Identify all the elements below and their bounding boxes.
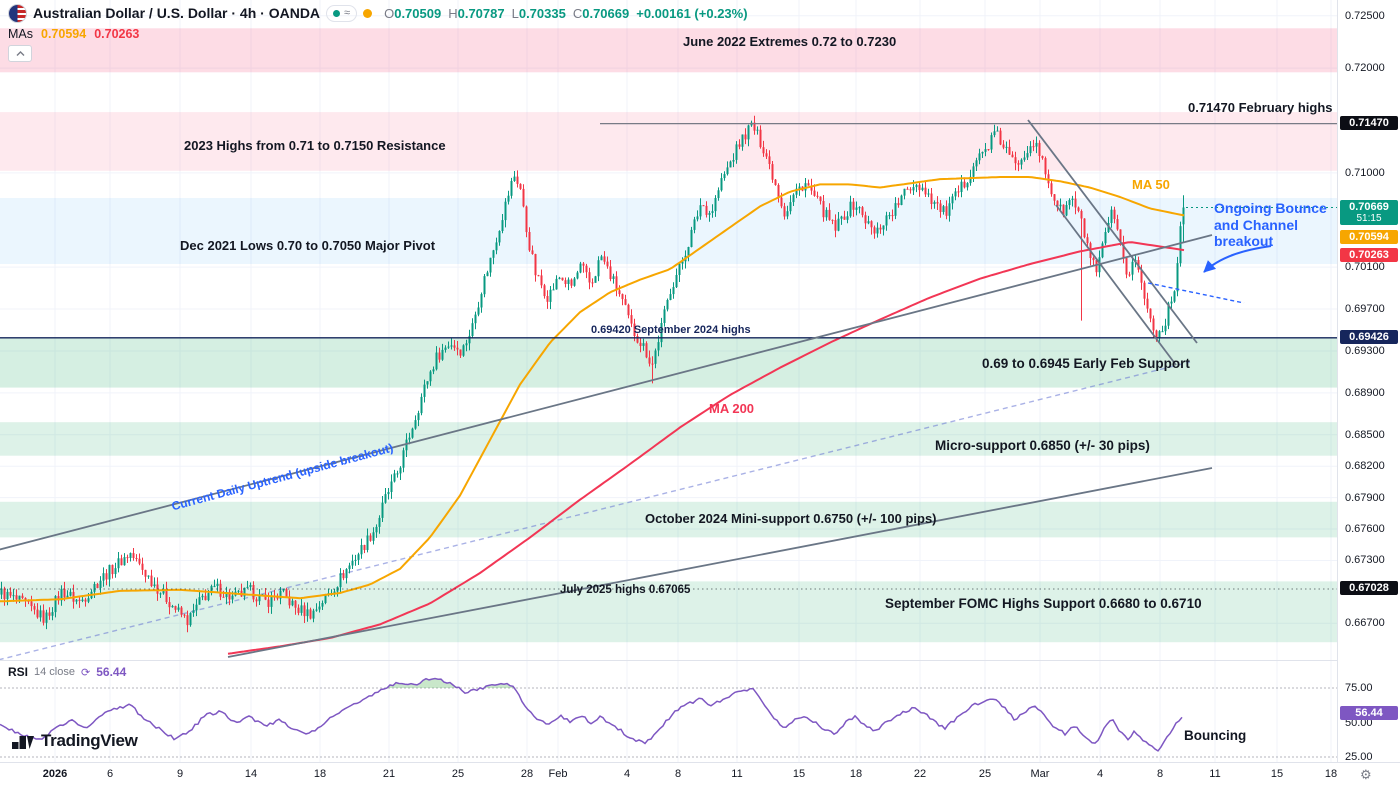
price-badge-0.70263: 0.70263: [1340, 247, 1398, 262]
price-axis-label: 0.68900: [1345, 386, 1385, 399]
tradingview-logo-text: TradingView: [41, 731, 138, 750]
time-axis-label: 15: [1270, 768, 1284, 780]
time-axis-label: Mar: [1030, 768, 1050, 780]
annotation-ma50-label[interactable]: MA 50: [1132, 177, 1170, 192]
rsi-title: RSI: [8, 665, 29, 679]
ma50-value: 0.70594: [41, 27, 87, 41]
mas-indicator-legend[interactable]: MAs 0.70594 0.70263: [8, 27, 748, 41]
time-axis-label: 11: [1209, 768, 1221, 780]
data-mode-icon[interactable]: [363, 8, 373, 18]
rsi-value: 56.44: [96, 665, 127, 679]
annotation-highs-2023[interactable]: 2023 Highs from 0.71 to 0.7150 Resistanc…: [184, 138, 446, 153]
time-axis-label: 11: [731, 768, 743, 780]
price-axis[interactable]: 0.72500 0.72000 0.71000 0.70100 0.69700 0.693…: [1337, 0, 1400, 763]
time-axis-label: 8: [674, 768, 682, 780]
market-status-pill[interactable]: ≈: [326, 4, 358, 22]
time-axis-label: 18: [1324, 768, 1338, 780]
price-badge-0.69426: 0.69426: [1340, 329, 1398, 344]
price-axis-label: 0.72500: [1345, 9, 1385, 22]
change-value: +0.00161 (+0.23%): [636, 5, 748, 21]
time-axis-label: Feb: [548, 768, 568, 780]
price-axis-label: 0.70100: [1345, 261, 1385, 274]
mas-label: MAs: [8, 27, 33, 41]
rsi-value-badge: 56.44: [1340, 705, 1398, 720]
close-value: 0.70669: [582, 5, 630, 21]
time-axis-label: 2026: [42, 768, 68, 780]
realtime-data-icon: ≈: [344, 6, 351, 19]
rsi-refresh-icon: ⟳: [81, 666, 91, 679]
price-badge-0.70669: 0.70669 51:15: [1340, 199, 1398, 226]
annotation-feb-highs-label[interactable]: 0.71470 February highs: [1188, 100, 1333, 115]
annotation-july-2025[interactable]: July 2025 highs 0.67065: [560, 584, 691, 596]
time-axis[interactable]: 2026 6 9 14 18 21 25 28 Feb 4 8 11 15 18 22 25 Mar 4 8 11 15…: [0, 762, 1400, 786]
axis-settings-gear-icon[interactable]: ⚙: [1360, 767, 1372, 782]
tradingview-logo[interactable]: TradingView: [12, 731, 138, 751]
collapse-pane-button[interactable]: [8, 45, 32, 62]
chevron-up-icon: [16, 50, 24, 56]
rsi-params: 14 close: [34, 666, 75, 678]
price-axis-label: 0.72000: [1345, 62, 1385, 75]
annotation-ma200-label[interactable]: MA 200: [709, 401, 755, 416]
open-value: 0.70509: [394, 5, 442, 21]
time-axis-label: 22: [913, 768, 927, 780]
time-axis-label: 9: [176, 768, 184, 780]
annotation-fomc-support[interactable]: September FOMC Highs Support 0.6680 to 0…: [885, 596, 1202, 611]
price-axis-label: 0.67300: [1345, 554, 1385, 567]
market-open-dot: [333, 9, 341, 17]
time-axis-label: 28: [520, 768, 534, 780]
price-axis-label: 0.67600: [1345, 523, 1385, 536]
price-badge-0.70594: 0.70594: [1340, 229, 1398, 244]
rsi-axis-label: 75.00: [1345, 682, 1373, 694]
time-axis-label: 18: [849, 768, 863, 780]
low-value: 0.70335: [518, 5, 566, 21]
pane-separator[interactable]: [0, 660, 1400, 661]
tradingview-logo-icon: [12, 736, 34, 749]
annotation-early-feb-support[interactable]: 0.69 to 0.6945 Early Feb Support: [982, 356, 1190, 371]
annotation-ongoing-bounce[interactable]: Ongoing Bounce and Channel breakout: [1214, 200, 1327, 250]
time-axis-label: 4: [623, 768, 631, 780]
price-badge-0.67028: 0.67028: [1340, 580, 1398, 595]
annotation-october-support[interactable]: October 2024 Mini-support 0.6750 (+/- 10…: [645, 511, 937, 526]
ma200-value: 0.70263: [94, 27, 140, 41]
annotation-bouncing[interactable]: Bouncing: [1184, 728, 1247, 743]
price-axis-label: 0.67900: [1345, 491, 1385, 504]
high-value: 0.70787: [457, 5, 505, 21]
rsi-indicator-legend[interactable]: RSI 14 close ⟳ 56.44: [8, 665, 126, 679]
annotation-sep-2024-highs[interactable]: 0.69420 September 2024 highs: [591, 324, 751, 336]
time-axis-label: 14: [244, 768, 258, 780]
time-axis-label: 15: [792, 768, 806, 780]
time-axis-label: 8: [1156, 768, 1164, 780]
annotation-june-2022[interactable]: June 2022 Extremes 0.72 to 0.7230: [683, 34, 897, 49]
symbol-title[interactable]: Australian Dollar / U.S. Dollar · 4h · O…: [33, 5, 321, 21]
price-axis-label: 0.66700: [1345, 617, 1385, 630]
price-axis-label: 0.68200: [1345, 460, 1385, 473]
symbol-flag-icon: [8, 3, 27, 23]
annotation-dec-2021[interactable]: Dec 2021 Lows 0.70 to 0.7050 Major Pivot: [180, 238, 436, 253]
time-axis-label: 25: [451, 768, 465, 780]
high-label: H: [448, 5, 458, 21]
price-axis-label: 0.71000: [1345, 166, 1385, 179]
time-axis-label: 21: [382, 768, 396, 780]
chart-legend: Australian Dollar / U.S. Dollar · 4h · O…: [8, 3, 748, 41]
open-label: O: [384, 5, 395, 21]
time-axis-label: 6: [106, 768, 114, 780]
annotation-micro-support[interactable]: Micro-support 0.6850 (+/- 30 pips): [935, 438, 1150, 453]
price-badge-0.71470: 0.71470: [1340, 115, 1398, 130]
price-axis-label: 0.69700: [1345, 303, 1385, 316]
low-label: L: [511, 5, 519, 21]
close-label: C: [572, 5, 583, 21]
time-axis-label: 25: [978, 768, 992, 780]
ohlc-readout: O0.70509 H0.70787 L0.70335 C0.70669 +0.0…: [384, 6, 747, 21]
rsi-axis-label: 25.00: [1345, 751, 1373, 763]
chart-annotations-layer: June 2022 Extremes 0.72 to 0.7230 0.71470…: [170, 34, 1333, 743]
price-axis-label: 0.68500: [1345, 428, 1385, 441]
price-axis-label: 0.69300: [1345, 344, 1385, 357]
time-axis-label: 18: [313, 768, 327, 780]
time-axis-label: 4: [1096, 768, 1104, 780]
chart-canvas[interactable]: [0, 0, 1337, 762]
